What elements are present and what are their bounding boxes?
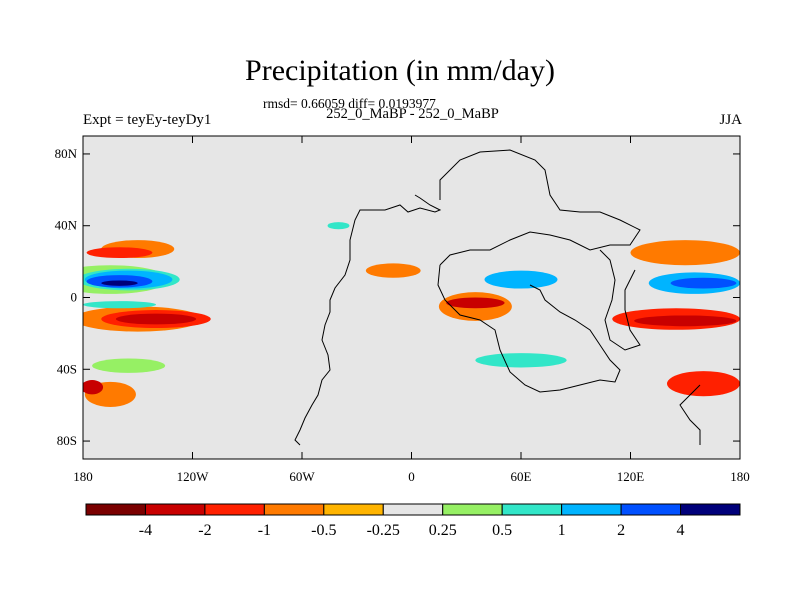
colorbar-swatch-4 [324, 504, 383, 515]
y-tick-label-1: 40N [55, 218, 78, 233]
colorbar-swatch-9 [621, 504, 680, 515]
contour-patch-24 [328, 222, 350, 229]
contour-patch-12 [81, 380, 103, 394]
y-tick-label-0: 80N [55, 146, 78, 161]
contour-patch-13 [92, 359, 165, 373]
x-tick-label-1: 120W [177, 469, 210, 484]
colorbar-label-9: 4 [677, 522, 685, 539]
colorbar-label-7: 1 [558, 522, 566, 539]
colorbar: -4 -2 -1 -0.5 -0.25 0.25 0.5 1 2 4 [86, 504, 740, 539]
colorbar-label-4: -0.25 [367, 522, 400, 539]
contour-patch-15 [446, 298, 504, 309]
x-tick-label-3: 0 [408, 469, 415, 484]
x-tick-label-5: 120E [617, 469, 645, 484]
colorbar-swatch-6 [443, 504, 502, 515]
colorbar-swatch-8 [562, 504, 621, 515]
precipitation-map: 180 120W 60W 0 60E 120E 18080N40N040S80S -4 -2-… [0, 0, 800, 600]
contour-patch-4 [101, 280, 138, 285]
contour-patch-19 [631, 240, 741, 265]
colorbar-swatch-1 [145, 504, 204, 515]
colorbar-label-3: -0.5 [311, 522, 336, 539]
x-tick-label-0: 180 [73, 469, 93, 484]
colorbar-swatch-0 [86, 504, 145, 515]
colorbar-swatch-3 [264, 504, 323, 515]
contour-patch-16 [485, 271, 558, 289]
colorbar-label-0: -4 [139, 522, 152, 539]
colorbar-label-5: 0.25 [429, 522, 457, 539]
colorbar-label-6: 0.5 [492, 522, 512, 539]
x-tick-label-2: 60W [289, 469, 315, 484]
x-tick-label-6: 180 [730, 469, 750, 484]
colorbar-swatch-5 [383, 504, 442, 515]
colorbar-label-2: -1 [258, 522, 271, 539]
map-background [83, 136, 740, 459]
colorbar-swatch-2 [205, 504, 264, 515]
contour-patch-21 [671, 278, 737, 289]
contour-patch-9 [116, 314, 196, 325]
colorbar-label-1: -2 [198, 522, 211, 539]
contour-patch-18 [634, 315, 736, 326]
colorbar-label-8: 2 [617, 522, 625, 539]
contour-patch-23 [475, 353, 566, 367]
colorbar-swatch-10 [681, 504, 740, 515]
x-tick-label-4: 60E [511, 469, 532, 484]
colorbar-swatch-7 [502, 504, 561, 515]
contour-patch-22 [667, 371, 740, 396]
contour-patch-6 [87, 247, 153, 258]
y-tick-label-3: 40S [57, 361, 77, 376]
y-tick-label-4: 80S [57, 433, 77, 448]
contour-patch-10 [83, 301, 156, 308]
y-tick-label-2: 0 [71, 290, 78, 305]
contour-patch-25 [366, 263, 421, 277]
